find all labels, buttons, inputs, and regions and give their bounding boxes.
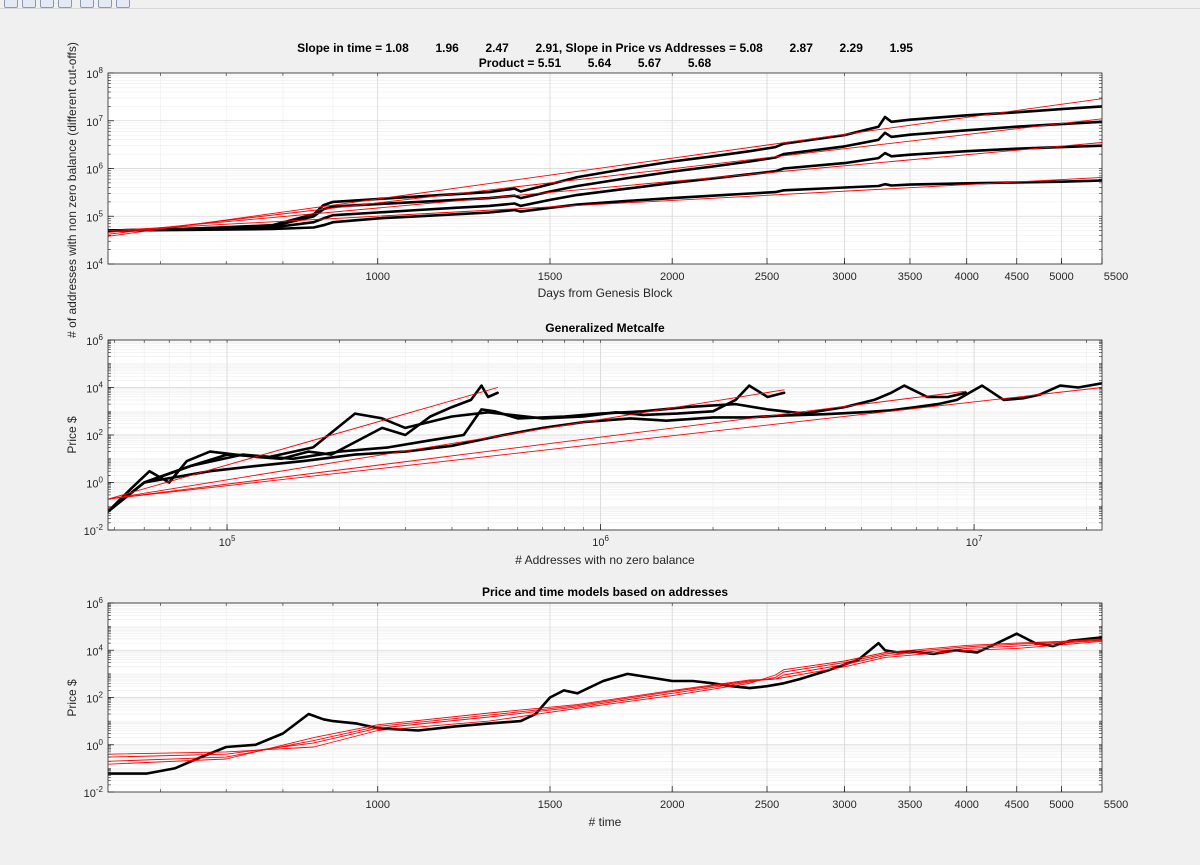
shared-y-axis-label: # of addresses with non zero balance (di… [65,42,79,338]
plot-area [108,98,1102,237]
x-tick-label: 106 [592,534,609,549]
x-axis-label: # time [589,815,622,829]
y-tick-label: 106 [86,333,103,348]
fit-line [108,176,1102,232]
x-axis-label: # Addresses with no zero balance [515,553,695,567]
toolbar-tool-icon[interactable] [22,0,36,8]
x-tick-label: 2500 [755,271,779,283]
x-tick-label: 1500 [538,271,562,283]
chart-title: Slope in time = 1.08 1.96 2.47 2.91, Slo… [297,41,913,55]
subplot-1: 1000 1500 2000 2500 3000 3500 4000 4500 5000 5500… [86,41,1128,300]
fit-line [108,639,1102,762]
fit-line [108,98,1102,237]
y-tick-label: 10-2 [84,523,104,538]
x-tick-label: 1000 [365,799,389,811]
data-series-line [108,105,1102,232]
x-tick-label: 2000 [660,799,684,811]
x-tick-label: 4500 [1005,271,1029,283]
y-tick-label: 107 [86,114,103,129]
x-tick-label: 1500 [538,799,562,811]
x-axis-label: Days from Genesis Block [538,286,674,300]
y-tick-label: 10-2 [84,785,104,800]
x-tick-label: 4500 [1005,799,1029,811]
grid [108,339,1102,531]
toolbar-tool-icon[interactable] [40,0,54,8]
y-tick-label: 102 [86,691,103,706]
ticks: 1000 1500 2000 2500 3000 3500 4000 4500 5000 5500… [84,596,1129,811]
subplot-2: 105 106 107 10-2 100 102 104 106 Generalized Met… [65,321,1103,567]
y-tick-label: 106 [86,162,103,177]
y-tick-label: 108 [86,66,103,81]
subplot-3: 1000 1500 2000 2500 3000 3500 4000 4500 5000 5500… [65,585,1128,829]
toolbar-tool-icon[interactable] [116,0,130,8]
x-tick-label: 2000 [660,271,684,283]
y-tick-label: 104 [86,643,103,658]
data-series-line [108,384,968,513]
fit-line [108,640,1102,765]
toolbar-tool-icon[interactable] [58,0,72,8]
y-axis-label: Price $ [65,679,79,717]
x-tick-label: 3500 [898,271,922,283]
fit-line [108,142,1102,233]
x-tick-label: 3000 [832,271,856,283]
toolbar-tool-icon[interactable] [4,0,18,8]
data-series-line [108,120,1102,232]
fit-line [108,118,1102,235]
y-axis-label: Price $ [65,416,79,454]
y-tick-label: 104 [86,381,103,396]
x-tick-label: 105 [219,534,236,549]
chart-subtitle: Product = 5.51 5.64 5.67 5.68 [479,56,712,70]
fit-line [108,387,499,500]
plot-area [108,632,1102,775]
data-series-line [108,179,1102,232]
fit-line [108,389,785,500]
y-tick-label: 102 [86,428,103,443]
ticks: 1000 1500 2000 2500 3000 3500 4000 4500 5000 5500… [86,66,1128,283]
toolbar-tool-icon[interactable] [98,0,112,8]
x-tick-label: 1000 [365,271,389,283]
fit-line [108,387,1102,500]
grid [108,72,1103,265]
y-tick-label: 100 [86,476,103,491]
x-tick-label: 5000 [1049,271,1073,283]
x-tick-label: 5500 [1104,271,1128,283]
y-tick-label: 106 [86,596,103,611]
ticks: 105 106 107 10-2 100 102 104 106 [84,333,1102,549]
x-tick-label: 107 [966,534,983,549]
y-tick-label: 104 [86,257,103,272]
x-tick-label: 4000 [954,271,978,283]
y-tick-label: 105 [86,209,103,224]
y-tick-label: 100 [86,738,103,753]
x-tick-label: 4000 [954,799,978,811]
data-series-line [108,381,1102,513]
x-tick-label: 5500 [1104,799,1128,811]
chart-title: Generalized Metcalfe [545,321,665,335]
x-tick-label: 2500 [755,799,779,811]
toolbar-tool-icon[interactable] [80,0,94,8]
x-tick-label: 3500 [898,799,922,811]
plot-area [108,381,1102,513]
x-tick-label: 3000 [832,799,856,811]
figure-toolbar [0,0,1200,9]
fit-line [108,390,967,500]
x-tick-label: 5000 [1049,799,1073,811]
data-series-line [108,144,1102,232]
chart-title: Price and time models based on addresses [482,585,728,599]
